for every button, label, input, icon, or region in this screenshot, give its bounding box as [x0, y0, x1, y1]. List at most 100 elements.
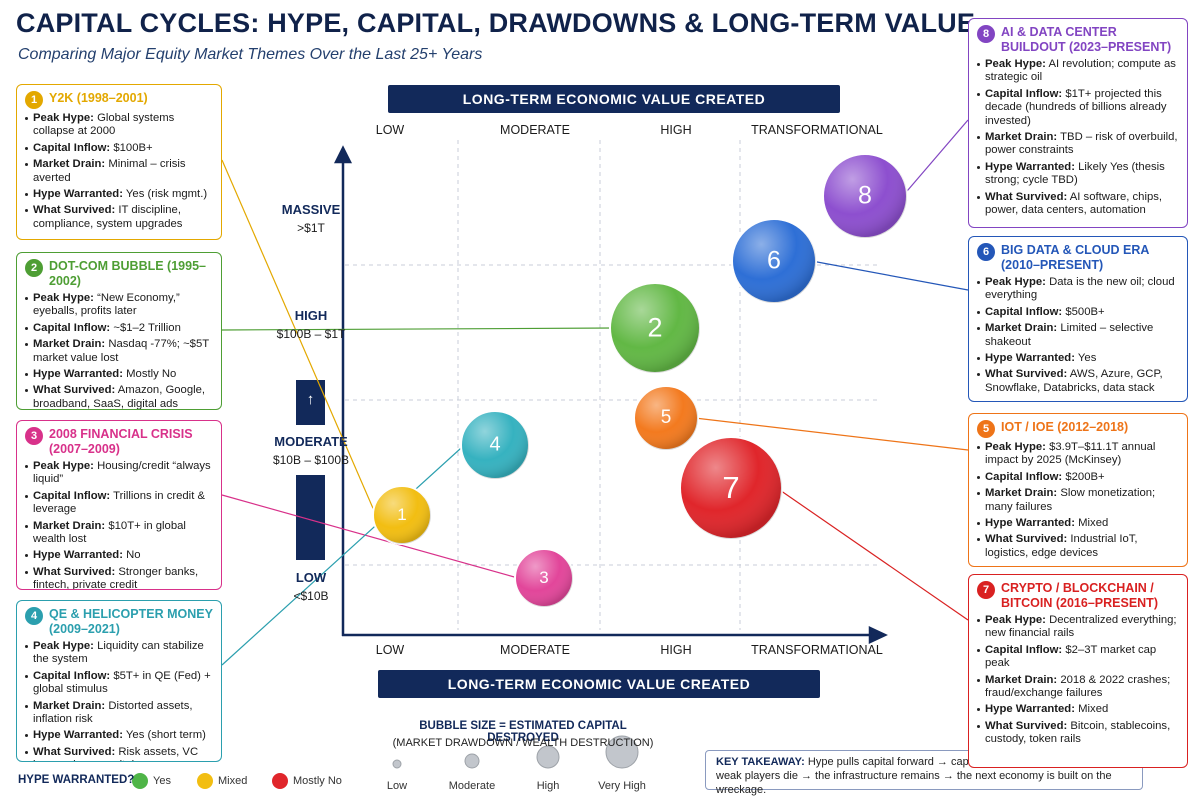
hype-legend-swatch [197, 773, 213, 789]
item-text: Housing/credit “always liquid” [33, 460, 211, 486]
item-text: Slow monetization; many failures [985, 487, 1156, 513]
panel-badge: 7 [977, 581, 995, 599]
panel-item: Hype Warranted: Mixed [977, 703, 1179, 716]
panel-item: Capital Inflow: $200B+ [977, 471, 1179, 484]
item-label: Capital Inflow: [985, 87, 1063, 100]
panel: 8 AI & DATA CENTER BUILDOUT (2023–PRESENT… [968, 18, 1188, 228]
subtitle: Comparing Major Equity Market Themes Ove… [18, 46, 483, 63]
y-level-range: $10B – $100B [272, 453, 350, 467]
item-text: $100B+ [113, 141, 153, 154]
panel-item: What Survived: Risk assets, VC boom, che… [25, 745, 213, 761]
item-text: 2018 & 2022 crashes; fraud/exchange fail… [985, 673, 1171, 700]
panel-item: Peak Hype: Global systems collapse at 20… [25, 112, 213, 139]
item-text: Industrial IoT, logistics, edge devices [985, 533, 1138, 559]
panel-item: Hype Warranted: No [25, 549, 213, 562]
size-legend-label: Very High [598, 780, 646, 792]
panel-heading: 2008 FINANCIAL CRISIS (2007–2009) [49, 427, 193, 456]
size-legend-label: High [536, 780, 560, 792]
bubble-label: 6 [767, 246, 781, 275]
x-level-bottom: LOW [375, 643, 405, 657]
item-text: $200B+ [1065, 470, 1105, 483]
panel-heading: DOT-COM BUBBLE (1995–2002) [49, 259, 206, 288]
item-text: Mixed [1078, 517, 1109, 530]
item-text: TBD – risk of overbuild, power constrain… [985, 131, 1178, 157]
item-text: Stronger banks, fintech, private credit [33, 565, 199, 590]
panel: 4 QE & HELICOPTER MONEY (2009–2021) Peak H… [16, 600, 222, 762]
panel-item: What Survived: Bitcoin, stablecoins, cus… [977, 720, 1179, 747]
arrow-symbol: ↑ [306, 391, 315, 408]
panel-item: Peak Hype: $3.9T–$11.1T annual impact by… [977, 441, 1179, 468]
panel-item: Capital Inflow: $1T+ projected this deca… [977, 88, 1179, 128]
connectors [221, 119, 969, 666]
item-label: Capital Inflow: [985, 643, 1063, 656]
x-level-top: TRANSFORMATIONAL [751, 123, 883, 137]
item-label: Capital Inflow: [33, 489, 111, 502]
item-label: What Survived: [985, 368, 1068, 381]
panel-title: 5 IOT / IOE (2012–2018) [977, 420, 1179, 438]
item-label: Market Drain: [985, 673, 1058, 686]
item-label: What Survived: [33, 565, 116, 578]
panel-item: Capital Inflow: Trillions in credit & le… [25, 490, 213, 517]
item-text: No [126, 549, 141, 562]
panel-heading: CRYPTO / BLOCKCHAIN / BITCOIN (2016–PRES… [1001, 581, 1158, 610]
connector [811, 260, 969, 291]
item-text: Trillions in credit & leverage [33, 489, 206, 516]
item-text: $500B+ [1065, 305, 1105, 318]
y-level-range: >$1T [297, 221, 325, 235]
item-label: Capital Inflow: [985, 305, 1063, 318]
size-legend-circle [536, 745, 560, 769]
bubble-shine [732, 219, 816, 303]
item-text: Risk assets, VC boom, cheap capital econ… [33, 745, 199, 761]
grid [345, 140, 880, 630]
axes [333, 145, 888, 644]
size-legend-label: Low [386, 780, 408, 792]
item-text: Amazon, Google, broadband, SaaS, digital… [33, 384, 206, 410]
item-text: IT discipline, compliance, system upgrad… [33, 204, 183, 230]
item-label: Peak Hype: [33, 640, 94, 652]
item-label: Market Drain: [985, 131, 1058, 144]
item-text: “New Economy,” eyeballs, profits later [33, 292, 180, 318]
item-label: Market Drain: [33, 699, 106, 712]
item-label: Hype Warranted: [985, 160, 1075, 173]
size-legend-label: Moderate [448, 780, 496, 792]
panel-item: Peak Hype: AI revolution; compute as str… [977, 58, 1179, 85]
panel-item: Peak Hype: Decentralized everything; new… [977, 614, 1179, 641]
bubble-label: 1 [397, 505, 407, 524]
item-label: Hype Warranted: [33, 549, 123, 562]
panel-item: Capital Inflow: $500B+ [977, 306, 1179, 319]
bottom-banner: LONG-TERM ECONOMIC VALUE CREATED [378, 670, 820, 698]
panel-item: Market Drain: Limited – selective shakeo… [977, 322, 1179, 349]
panel-heading: QE & HELICOPTER MONEY (2009–2021) [49, 607, 213, 636]
bubble-label: 3 [539, 568, 549, 587]
x-level-bottom: HIGH [660, 643, 692, 657]
hype-legend-swatch [272, 773, 288, 789]
item-label: Market Drain: [985, 322, 1058, 335]
panel-heading: IOT / IOE (2012–2018) [1001, 420, 1129, 434]
item-text: Limited – selective shakeout [985, 322, 1154, 348]
panel-item: Market Drain: 2018 & 2022 crashes; fraud… [977, 674, 1179, 701]
size-legend-circle [605, 735, 639, 769]
panel-item: Peak Hype: Data is the new oil; cloud ev… [977, 276, 1179, 303]
bubble-shine [610, 283, 700, 373]
item-label: Hype Warranted: [985, 703, 1075, 716]
item-text: $3.9T–$11.1T annual impact by 2025 (McKi… [985, 441, 1156, 467]
y-level: LOW <$10B [266, 570, 356, 603]
bubble-label: 4 [489, 433, 501, 456]
x-level-bottom: TRANSFORMATIONAL [751, 643, 883, 657]
bubbles [132, 153, 908, 789]
panel-item: Hype Warranted: Yes [977, 352, 1179, 365]
bubble-shine [634, 386, 698, 450]
panel-item: Hype Warranted: Mostly No [25, 368, 213, 381]
connector [221, 444, 465, 666]
key-takeaway: KEY TAKEAWAY: Hype pulls capital forward… [705, 750, 1143, 796]
size-legend-circle [464, 753, 480, 769]
panel-item: Market Drain: TBD – risk of overbuild, p… [977, 131, 1179, 158]
y-level-name: MASSIVE [281, 202, 341, 217]
bubble-shine [373, 486, 431, 544]
hype-legend-label: Mostly No [293, 775, 342, 787]
item-label: Peak Hype: [985, 276, 1046, 288]
panel-title: 3 2008 FINANCIAL CRISIS (2007–2009) [25, 427, 213, 457]
panel-item: Market Drain: Minimal – crisis averted [25, 158, 213, 185]
bubble-label: 5 [660, 407, 672, 428]
